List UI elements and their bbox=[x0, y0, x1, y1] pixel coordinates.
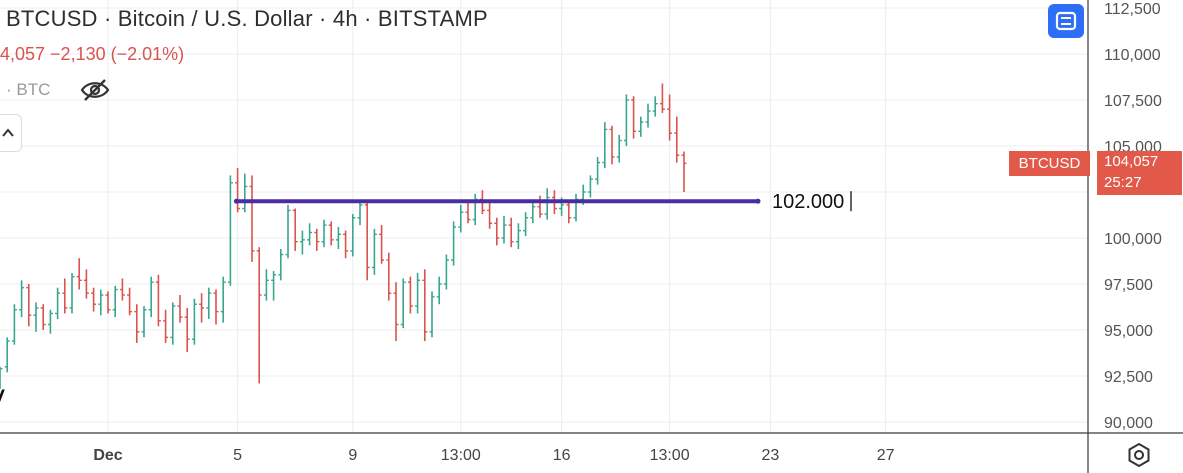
symbol-price-tag: BTCUSD bbox=[1009, 151, 1090, 176]
chart-title: BTCUSD · Bitcoin / U.S. Dollar · 4h · BI… bbox=[6, 6, 488, 31]
y-tick-label: 107,500 bbox=[1104, 93, 1162, 110]
tradingview-logo: / bbox=[0, 386, 3, 414]
x-tick-label: 13:00 bbox=[441, 447, 481, 464]
y-tick-label: 97,500 bbox=[1104, 277, 1153, 294]
collapse-button[interactable] bbox=[0, 114, 22, 152]
y-tick-label: 92,500 bbox=[1104, 369, 1153, 386]
fullscreen-button[interactable] bbox=[1048, 4, 1084, 38]
gear-icon[interactable] bbox=[1126, 442, 1152, 468]
last-price-value: 104,057 bbox=[1104, 153, 1159, 170]
line-anchor-left bbox=[233, 198, 239, 204]
y-tick-label: 110,000 bbox=[1104, 47, 1161, 64]
x-tick-label: 23 bbox=[762, 447, 780, 464]
price-change: 4,057 −2,130 (−2.01%) bbox=[0, 44, 185, 64]
line-anchor-right bbox=[755, 198, 761, 204]
y-tick-label: 100,000 bbox=[1104, 231, 1162, 248]
level-line-label: 102.000 bbox=[772, 191, 844, 213]
eye-slash-icon[interactable] bbox=[80, 78, 110, 102]
fullscreen-icon bbox=[1055, 11, 1077, 31]
last-price-tag: 104,057 25:27 bbox=[1097, 151, 1182, 195]
x-tick-label: 5 bbox=[233, 447, 242, 464]
x-tick-label: 13:00 bbox=[650, 447, 690, 464]
x-tick-label: 27 bbox=[877, 447, 895, 464]
x-tick-label: 16 bbox=[553, 447, 571, 464]
y-tick-label: 112,500 bbox=[1104, 1, 1161, 18]
currency-label: · BTC bbox=[6, 80, 51, 99]
bar-countdown: 25:27 bbox=[1104, 174, 1142, 191]
chevron-up-icon bbox=[2, 128, 14, 137]
x-tick-label: 9 bbox=[348, 447, 357, 464]
x-tick-label: Dec bbox=[93, 447, 122, 464]
y-tick-label: 90,000 bbox=[1104, 415, 1153, 432]
y-tick-label: 95,000 bbox=[1104, 323, 1153, 340]
